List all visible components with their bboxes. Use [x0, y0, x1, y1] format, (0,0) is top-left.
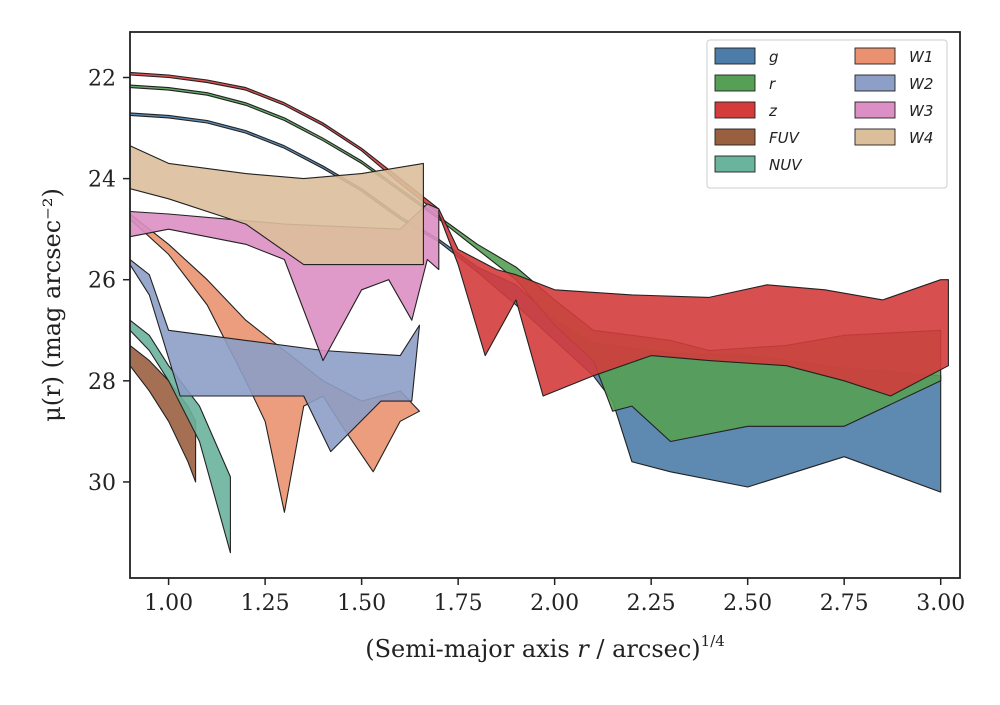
legend-label-nuv: NUV [769, 156, 803, 174]
y-tick-label: 30 [88, 471, 116, 496]
x-tick-label: 3.00 [916, 591, 965, 616]
legend-swatch-fuv [714, 128, 756, 146]
legend-swatch-w2 [854, 74, 896, 92]
band-z [130, 71, 949, 397]
x-tick-label: 1.25 [241, 591, 290, 616]
legend-swatch-z [714, 101, 756, 119]
y-tick-label: 26 [88, 269, 116, 294]
x-axis-label-var: r [577, 635, 590, 663]
legend-label-z: z [768, 102, 778, 120]
legend-swatch-nuv [714, 155, 756, 173]
y-tick-label: 24 [88, 168, 116, 193]
ticks-layer: 1.00 1.25 1.50 1.75 2.00 2.25 2.50 2.75 3.00 22 24… [88, 67, 965, 617]
legend-label-w4: W4 [909, 129, 933, 147]
legend-swatch-w4 [854, 128, 896, 146]
band-nuv [130, 319, 231, 554]
legend: grz FUV NUV W1 W2 W3 W4 [706, 39, 948, 189]
x-tick-label: 2.50 [723, 591, 772, 616]
band-w2 [130, 258, 421, 453]
x-tick-label: 2.00 [530, 591, 579, 616]
x-tick-label: 2.75 [820, 591, 869, 616]
band-fuv [130, 344, 197, 483]
legend-label-w2: W2 [909, 75, 933, 93]
series-layer [130, 71, 949, 554]
legend-swatch-g [714, 47, 756, 65]
legend-label-r: r [769, 75, 776, 93]
x-axis-label-text: (Semi-major axis [365, 635, 577, 663]
legend-swatch-w1 [854, 47, 896, 65]
legend-label-w1: W1 [909, 48, 933, 66]
legend-label-g: g [769, 48, 779, 66]
band-w4 [130, 145, 424, 266]
x-axis-label-exponent: 1/4 [701, 632, 725, 650]
x-tick-label: 1.00 [144, 591, 193, 616]
legend-label-w3: W3 [909, 102, 933, 120]
x-axis-label: (Semi-major axis r / arcsec)1/4 [365, 632, 725, 663]
y-axis-label: μ(r) (mag arcsec⁻²) [38, 188, 66, 422]
plot-frame [129, 31, 961, 579]
x-tick-label: 1.75 [434, 591, 483, 616]
y-tick-label: 22 [88, 67, 116, 92]
legend-swatch-r [714, 74, 756, 92]
x-tick-label: 1.50 [337, 591, 386, 616]
y-tick-label: 28 [88, 370, 116, 395]
x-axis-label-unit: / arcsec) [589, 635, 701, 663]
legend-label-fuv: FUV [769, 129, 801, 147]
legend-swatch-w3 [854, 101, 896, 119]
x-tick-label: 2.25 [627, 591, 676, 616]
